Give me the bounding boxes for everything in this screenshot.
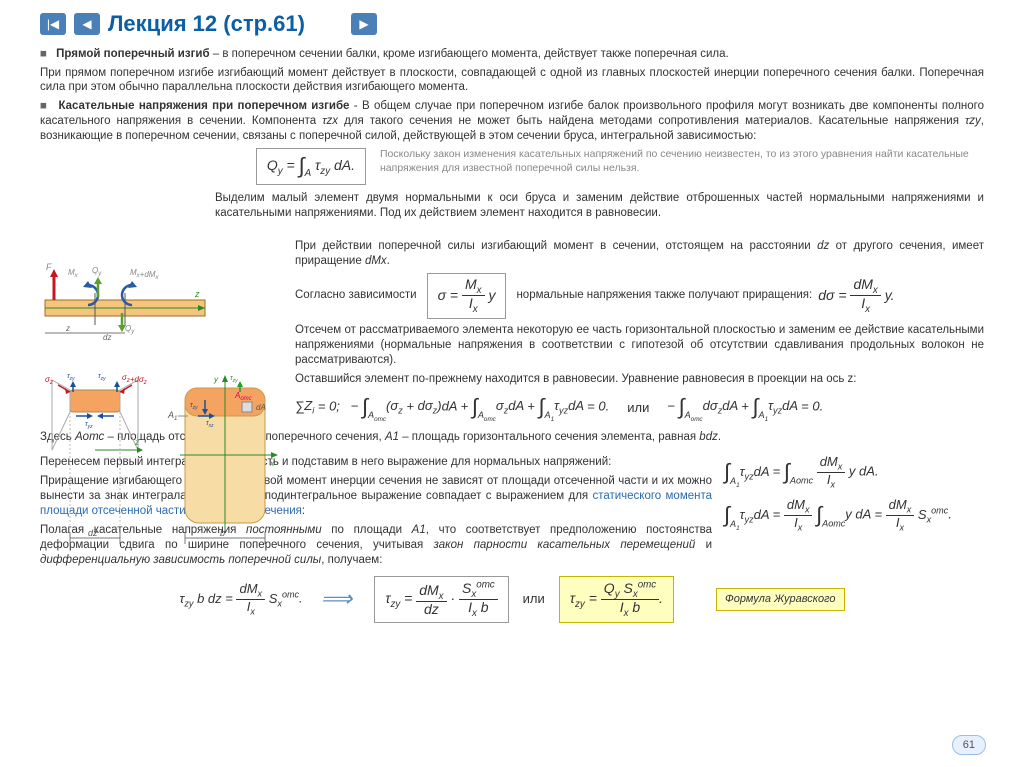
formula-int1: ∫A1τyzdA = ∫Aотс dMxIx y dA. [724,455,984,490]
svg-text:dz: dz [88,528,98,538]
para-6: Согласно зависимости σ = MxIx y нормальн… [295,273,984,319]
formula-zhuravsky: τzy = Qy SxотсIx b. [559,576,674,623]
figure-section-stresses: σz σz+dσz τzy τzy τyz z dz y x Aотс dA τ… [40,370,285,555]
svg-text:Mx+dMx: Mx+dMx [130,268,159,281]
svg-text:x: x [269,459,275,468]
svg-text:z: z [134,438,139,447]
nav-next-icon[interactable]: ▶ [351,13,377,35]
svg-text:z: z [194,289,200,299]
nav-first-icon[interactable]: |◀ [40,13,66,35]
note-1: Поскольку закон изменения касательных на… [380,148,984,175]
svg-text:Qy: Qy [125,324,135,335]
formula-tau-zy: τzy = dMxdz · SxотсIx b [374,576,508,623]
figure-beam-element: z F Mx Qy Mx+dMx Qy z dz [40,255,210,340]
svg-text:σz: σz [45,375,53,386]
arrow-right-icon: ⟹ [321,585,353,614]
svg-text:τyz: τyz [85,421,93,430]
formula-int2: ∫A1τyzdA = dMxIx ∫Aотсy dA = dMxIx Sxотс… [724,498,984,533]
para-1: ■ Прямой поперечный изгиб – в поперечном… [40,47,984,62]
para-3: ■ Касательные напряжения при поперечном … [40,99,984,144]
svg-text:Mx: Mx [68,268,79,279]
svg-text:dz: dz [103,333,111,340]
para-2: При прямом поперечном изгибе изгибающий … [40,66,984,96]
label-zhuravsky: Формула Журавского [716,588,844,610]
formula-sigma: σ = MxIx y [427,273,507,319]
para-5: При действии поперечной силы изгибающий … [295,239,984,269]
svg-text:b: b [220,528,225,538]
para-8: Оставшийся элемент по-прежнему находится… [295,372,984,387]
page-title: Лекция 12 (стр.61) [108,10,305,39]
formula-dsigma: dσ = dMxIx y. [818,277,894,315]
svg-text:y: y [213,375,219,384]
svg-text:σz+dσz: σz+dσz [122,373,147,386]
formula-final-row: τzy b dz = dMxIx Sxотс. ⟹ τzy = dMxdz · … [40,576,984,623]
svg-text:Qy: Qy [92,266,102,277]
formula-qy: Qy = ∫A τzy dA. [256,148,366,185]
nav-prev-icon[interactable]: ◀ [74,13,100,35]
svg-text:τzy: τzy [67,373,75,382]
svg-text:τzy: τzy [230,375,238,384]
formula-sumZ: ∑Zi = 0; − ∫Aотс(σz + dσz)dA + ∫AотсσzdA… [295,393,984,425]
svg-text:A1: A1 [167,410,177,422]
svg-text:τzy: τzy [98,373,106,382]
page-number: 61 [952,735,986,755]
svg-text:F: F [46,262,52,272]
svg-text:dA: dA [256,403,266,412]
para-7: Отсечем от рассматриваемого элемента нек… [295,323,984,368]
svg-text:z: z [65,324,70,333]
para-4: Выделим малый элемент двумя нормальными … [215,191,984,221]
